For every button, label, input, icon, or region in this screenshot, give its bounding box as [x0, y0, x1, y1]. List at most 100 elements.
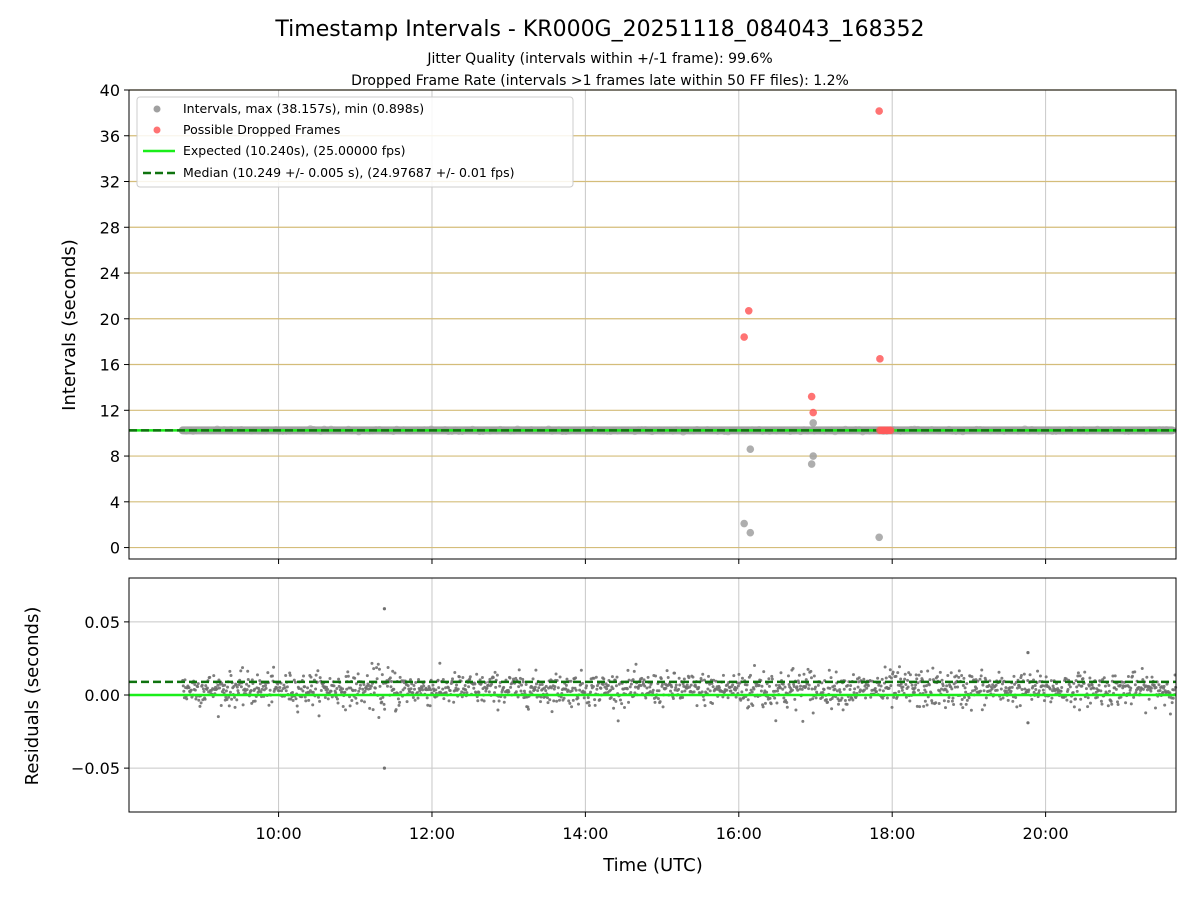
residual-point	[757, 683, 761, 687]
residual-point	[796, 688, 800, 692]
residual-point	[571, 698, 575, 702]
residual-point	[842, 687, 846, 691]
residual-point	[781, 682, 785, 686]
residual-point	[421, 688, 425, 692]
residual-point	[316, 669, 320, 673]
residual-point	[1157, 683, 1161, 687]
residual-point	[797, 673, 801, 677]
residual-point	[484, 689, 488, 693]
residual-point	[351, 689, 355, 693]
residual-point	[790, 688, 794, 692]
residual-point	[631, 678, 635, 682]
residual-point	[845, 702, 849, 706]
residual-point	[821, 690, 825, 694]
residual-point	[307, 698, 311, 702]
residual-point	[323, 695, 327, 699]
residual-point	[361, 687, 365, 691]
residual-point	[916, 681, 920, 685]
residual-point	[391, 669, 395, 673]
residual-point	[759, 689, 763, 693]
residual-point	[687, 676, 691, 680]
residual-point	[1110, 702, 1114, 706]
residual-point	[498, 680, 502, 684]
residual-point	[1171, 696, 1175, 700]
residual-point	[1097, 688, 1101, 692]
residual-point	[753, 664, 757, 668]
residual-point	[1170, 701, 1174, 705]
residual-point	[618, 698, 622, 702]
residual-point	[744, 688, 748, 692]
residual-point	[625, 687, 629, 691]
residual-point	[194, 697, 198, 701]
residual-point	[857, 676, 861, 680]
residual-point	[497, 699, 501, 703]
residual-point	[623, 705, 627, 709]
residual-point	[406, 684, 410, 688]
residual-point	[259, 690, 263, 694]
residual-point	[794, 708, 798, 712]
residual-point	[851, 698, 855, 702]
residual-point	[1028, 673, 1032, 677]
residual-point	[311, 703, 315, 707]
residual-point	[1168, 712, 1172, 716]
legend-dropped-marker	[153, 126, 161, 134]
residual-point	[301, 689, 305, 693]
residual-point	[1015, 705, 1019, 709]
residual-point	[232, 695, 236, 699]
residual-point	[392, 687, 396, 691]
residual-point	[899, 677, 903, 681]
residual-point	[918, 705, 922, 709]
residual-point	[1050, 696, 1054, 700]
residual-point	[691, 675, 695, 679]
residual-point	[228, 690, 232, 694]
residual-point	[460, 690, 464, 694]
residual-point	[258, 679, 262, 683]
residual-point	[285, 685, 289, 689]
residual-point	[570, 705, 574, 709]
residual-point	[762, 670, 766, 674]
residual-point	[997, 670, 1001, 674]
legend-entry-median: Median (10.249 +/- 0.005 s), (24.97687 +…	[143, 165, 514, 180]
residual-point	[1014, 695, 1018, 699]
residual-point	[399, 690, 403, 694]
dropped-frame-point	[875, 107, 883, 115]
residual-point	[938, 670, 942, 674]
residual-point	[502, 700, 506, 704]
residual-point	[581, 681, 585, 685]
residual-point	[820, 681, 824, 685]
residual-point	[981, 683, 985, 687]
residual-point	[783, 685, 787, 689]
residual-point	[225, 698, 229, 702]
residual-point	[927, 683, 931, 687]
residual-point	[480, 675, 484, 679]
residual-point	[589, 690, 593, 694]
residual-point	[1153, 706, 1157, 710]
residual-point	[362, 700, 366, 704]
residual-point	[335, 687, 339, 691]
residual-point	[456, 687, 460, 691]
residual-point	[1084, 687, 1088, 691]
residual-point	[562, 696, 566, 700]
residual-point	[215, 687, 219, 691]
residual-point	[246, 669, 250, 673]
residual-point	[767, 677, 771, 681]
residual-point	[557, 698, 561, 702]
residual-point	[296, 710, 300, 714]
residual-point	[1107, 683, 1111, 687]
residuals-x-tick-label: 12:00	[409, 824, 455, 843]
residual-point	[809, 676, 813, 680]
legend-intervals-label: Intervals, max (38.157s), min (0.898s)	[183, 101, 424, 116]
residual-point	[767, 684, 771, 688]
residual-point	[605, 687, 609, 691]
residual-point	[1049, 700, 1053, 704]
residual-point	[422, 684, 426, 688]
residual-point	[487, 690, 491, 694]
residual-point	[591, 684, 595, 688]
residual-point	[1111, 674, 1115, 678]
residual-point	[1087, 684, 1091, 688]
residual-point	[576, 696, 580, 700]
residual-point	[800, 687, 804, 691]
residual-point	[711, 685, 715, 689]
residual-point	[1078, 674, 1082, 678]
residual-point	[988, 679, 992, 683]
